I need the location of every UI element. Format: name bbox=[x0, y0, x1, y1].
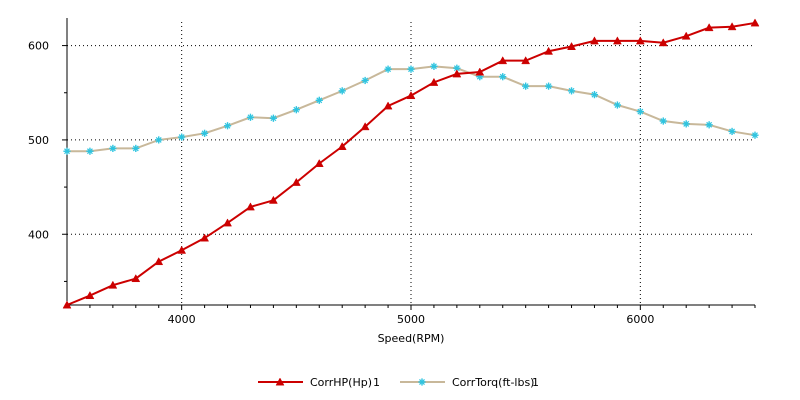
data-point-hp bbox=[291, 177, 301, 186]
data-point-hp bbox=[383, 101, 393, 110]
legend-marker bbox=[275, 377, 285, 386]
legend-label: CorrTorq(ft-lbs) bbox=[452, 376, 534, 389]
data-point-torque bbox=[361, 76, 369, 85]
data-point-torque bbox=[155, 136, 163, 144]
data-point-torque bbox=[499, 73, 507, 81]
data-point-hp bbox=[750, 18, 760, 27]
data-point-torque bbox=[246, 113, 255, 121]
y-tick-label: 400 bbox=[28, 228, 49, 241]
data-point-torque bbox=[613, 101, 621, 109]
data-point-hp bbox=[85, 291, 95, 300]
data-point-hp bbox=[452, 69, 462, 78]
legend-label: CorrHP(Hp) bbox=[310, 376, 372, 389]
data-point-torque bbox=[751, 131, 759, 139]
data-point-hp bbox=[590, 36, 599, 45]
data-point-hp bbox=[268, 195, 278, 204]
data-point-torque bbox=[522, 82, 530, 90]
data-point-torque bbox=[223, 122, 232, 130]
legend-item-torque: CorrTorq(ft-lbs)1 bbox=[400, 376, 539, 389]
data-point-hp bbox=[360, 122, 370, 131]
x-tick-label: 4000 bbox=[168, 313, 196, 326]
data-point-torque bbox=[567, 87, 576, 95]
y-tick-label: 500 bbox=[28, 134, 49, 147]
x-tick-label: 5000 bbox=[397, 313, 425, 326]
data-point-torque bbox=[407, 65, 415, 73]
data-point-hp bbox=[521, 56, 531, 65]
data-point-hp bbox=[498, 56, 508, 65]
data-point-torque bbox=[109, 144, 117, 153]
data-point-torque bbox=[132, 144, 140, 153]
x-axis-title: Speed(RPM) bbox=[378, 332, 445, 345]
data-point-hp bbox=[429, 77, 439, 86]
legend-marker bbox=[418, 378, 426, 386]
data-point-torque bbox=[659, 117, 667, 125]
data-point-hp bbox=[406, 91, 416, 100]
data-point-torque bbox=[269, 114, 277, 122]
data-point-hp bbox=[544, 46, 554, 55]
data-point-hp bbox=[246, 202, 255, 211]
y-tick-labels: 400 500 600 bbox=[28, 40, 49, 242]
grid-lines bbox=[67, 22, 755, 305]
data-point-torque bbox=[315, 96, 323, 104]
data-point-hp bbox=[704, 23, 714, 32]
data-point-torque bbox=[636, 108, 644, 116]
data-point-hp bbox=[727, 22, 737, 31]
data-point-hp bbox=[475, 67, 485, 76]
legend-run-number: 1 bbox=[532, 376, 539, 389]
data-point-hp bbox=[200, 233, 210, 242]
data-point-torque bbox=[430, 62, 438, 70]
legend-item-hp: CorrHP(Hp) 1 bbox=[258, 376, 380, 389]
data-point-hp bbox=[108, 280, 118, 289]
y-tick-label: 600 bbox=[28, 40, 49, 53]
legend: CorrHP(Hp) 1 CorrTorq(ft-lbs)1 bbox=[258, 376, 539, 389]
data-point-hp bbox=[131, 274, 141, 283]
data-point-torque bbox=[545, 82, 553, 90]
data-point-hp bbox=[567, 42, 576, 50]
data-point-hp bbox=[612, 36, 622, 45]
data-point-torque bbox=[201, 129, 209, 137]
data-point-torque bbox=[705, 121, 713, 129]
data-point-hp bbox=[154, 257, 164, 266]
data-point-hp bbox=[62, 300, 72, 309]
data-point-torque bbox=[384, 65, 392, 73]
data-point-hp bbox=[337, 142, 347, 150]
data-point-hp bbox=[314, 158, 324, 167]
x-tick-labels: 4000 5000 6000 bbox=[168, 313, 655, 326]
data-point-torque bbox=[86, 147, 94, 155]
data-point-torque bbox=[682, 120, 690, 128]
x-tick-label: 6000 bbox=[626, 313, 654, 326]
legend-run-number: 1 bbox=[373, 376, 380, 389]
data-series bbox=[62, 18, 760, 309]
data-point-hp bbox=[658, 38, 668, 47]
data-point-torque bbox=[728, 127, 736, 136]
data-point-hp bbox=[681, 31, 691, 40]
data-point-torque bbox=[338, 87, 346, 95]
data-point-torque bbox=[292, 106, 300, 114]
data-point-hp bbox=[177, 245, 187, 254]
data-point-hp bbox=[223, 218, 232, 227]
axes bbox=[62, 18, 756, 310]
data-point-hp bbox=[635, 36, 645, 45]
data-point-torque bbox=[178, 133, 186, 141]
data-point-torque bbox=[590, 91, 599, 99]
data-point-torque bbox=[63, 147, 71, 155]
